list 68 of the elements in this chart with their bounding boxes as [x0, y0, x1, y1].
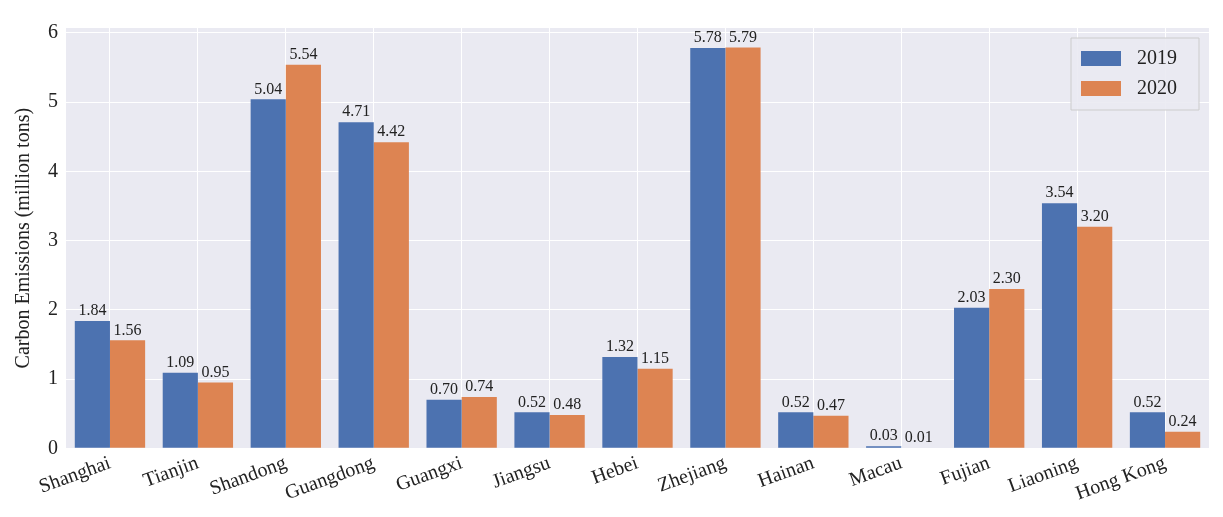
data-label: 0.03 — [869, 426, 898, 444]
bar — [338, 122, 374, 448]
data-label: 0.95 — [201, 362, 230, 380]
x-tick-label: Tianjin — [139, 450, 202, 492]
bar — [954, 307, 990, 448]
data-label: 0.52 — [517, 392, 546, 410]
data-label: 0.52 — [1133, 392, 1162, 410]
x-tick-label: Jiangsu — [488, 450, 554, 493]
y-tick-label: 4 — [48, 158, 58, 181]
bar — [197, 382, 234, 448]
legend-label: 2019 — [1137, 46, 1177, 69]
y-axis-title: Carbon Emissions (million tons) — [11, 107, 35, 369]
bar — [637, 368, 673, 448]
bar — [1077, 226, 1113, 448]
data-label: 3.20 — [1080, 206, 1109, 224]
data-label: 0.24 — [1168, 411, 1197, 429]
data-label: 5.79 — [729, 27, 758, 45]
bar — [461, 397, 497, 448]
data-label: 5.78 — [693, 28, 722, 46]
data-label: 1.15 — [641, 348, 670, 366]
data-label: 1.84 — [78, 301, 107, 319]
data-label: 1.56 — [113, 320, 142, 338]
legend-label: 2020 — [1137, 76, 1177, 99]
y-tick-label: 2 — [48, 297, 58, 320]
data-label: 0.01 — [904, 427, 933, 445]
data-label: 0.70 — [430, 380, 459, 398]
data-label: 0.47 — [816, 395, 845, 413]
data-label: 3.54 — [1045, 183, 1074, 201]
bar — [549, 415, 585, 448]
bar — [1041, 203, 1078, 448]
bar — [778, 412, 814, 448]
bar — [813, 415, 849, 448]
bar — [162, 372, 198, 448]
bar — [989, 289, 1025, 448]
bar — [285, 64, 321, 448]
data-label: 2.30 — [992, 269, 1021, 287]
data-label: 5.54 — [289, 44, 318, 62]
bar — [74, 320, 110, 448]
y-tick-label: 6 — [48, 20, 58, 43]
data-label: 0.74 — [465, 377, 494, 395]
bar — [690, 48, 726, 448]
data-label: 0.52 — [781, 392, 810, 410]
bar — [426, 399, 462, 448]
x-tick-label: Hainan — [754, 450, 817, 492]
x-tick-label: Zhejiang — [654, 450, 729, 497]
y-tick-label: 3 — [48, 227, 58, 250]
x-tick-label: Macau — [845, 450, 905, 490]
bar — [725, 47, 761, 448]
bar — [514, 412, 550, 448]
data-label: 5.04 — [254, 79, 283, 97]
data-label: 4.42 — [377, 122, 406, 140]
y-tick-label: 0 — [48, 435, 58, 458]
x-tick-label: Fujian — [936, 450, 993, 490]
bar — [602, 356, 638, 448]
bar — [109, 340, 146, 448]
bar — [373, 142, 409, 448]
data-label: 0.48 — [553, 395, 582, 413]
y-tick-label: 1 — [48, 366, 58, 389]
data-label: 2.03 — [957, 287, 986, 305]
data-label: 1.32 — [605, 337, 634, 355]
bar — [250, 99, 286, 448]
bar — [1165, 431, 1201, 448]
x-tick-label: Hebei — [588, 450, 642, 488]
data-label: 1.09 — [166, 353, 195, 371]
x-tick-label: Guangxi — [392, 450, 466, 496]
data-label: 4.71 — [342, 102, 371, 120]
bar — [1129, 412, 1166, 448]
y-tick-label: 5 — [48, 89, 58, 112]
